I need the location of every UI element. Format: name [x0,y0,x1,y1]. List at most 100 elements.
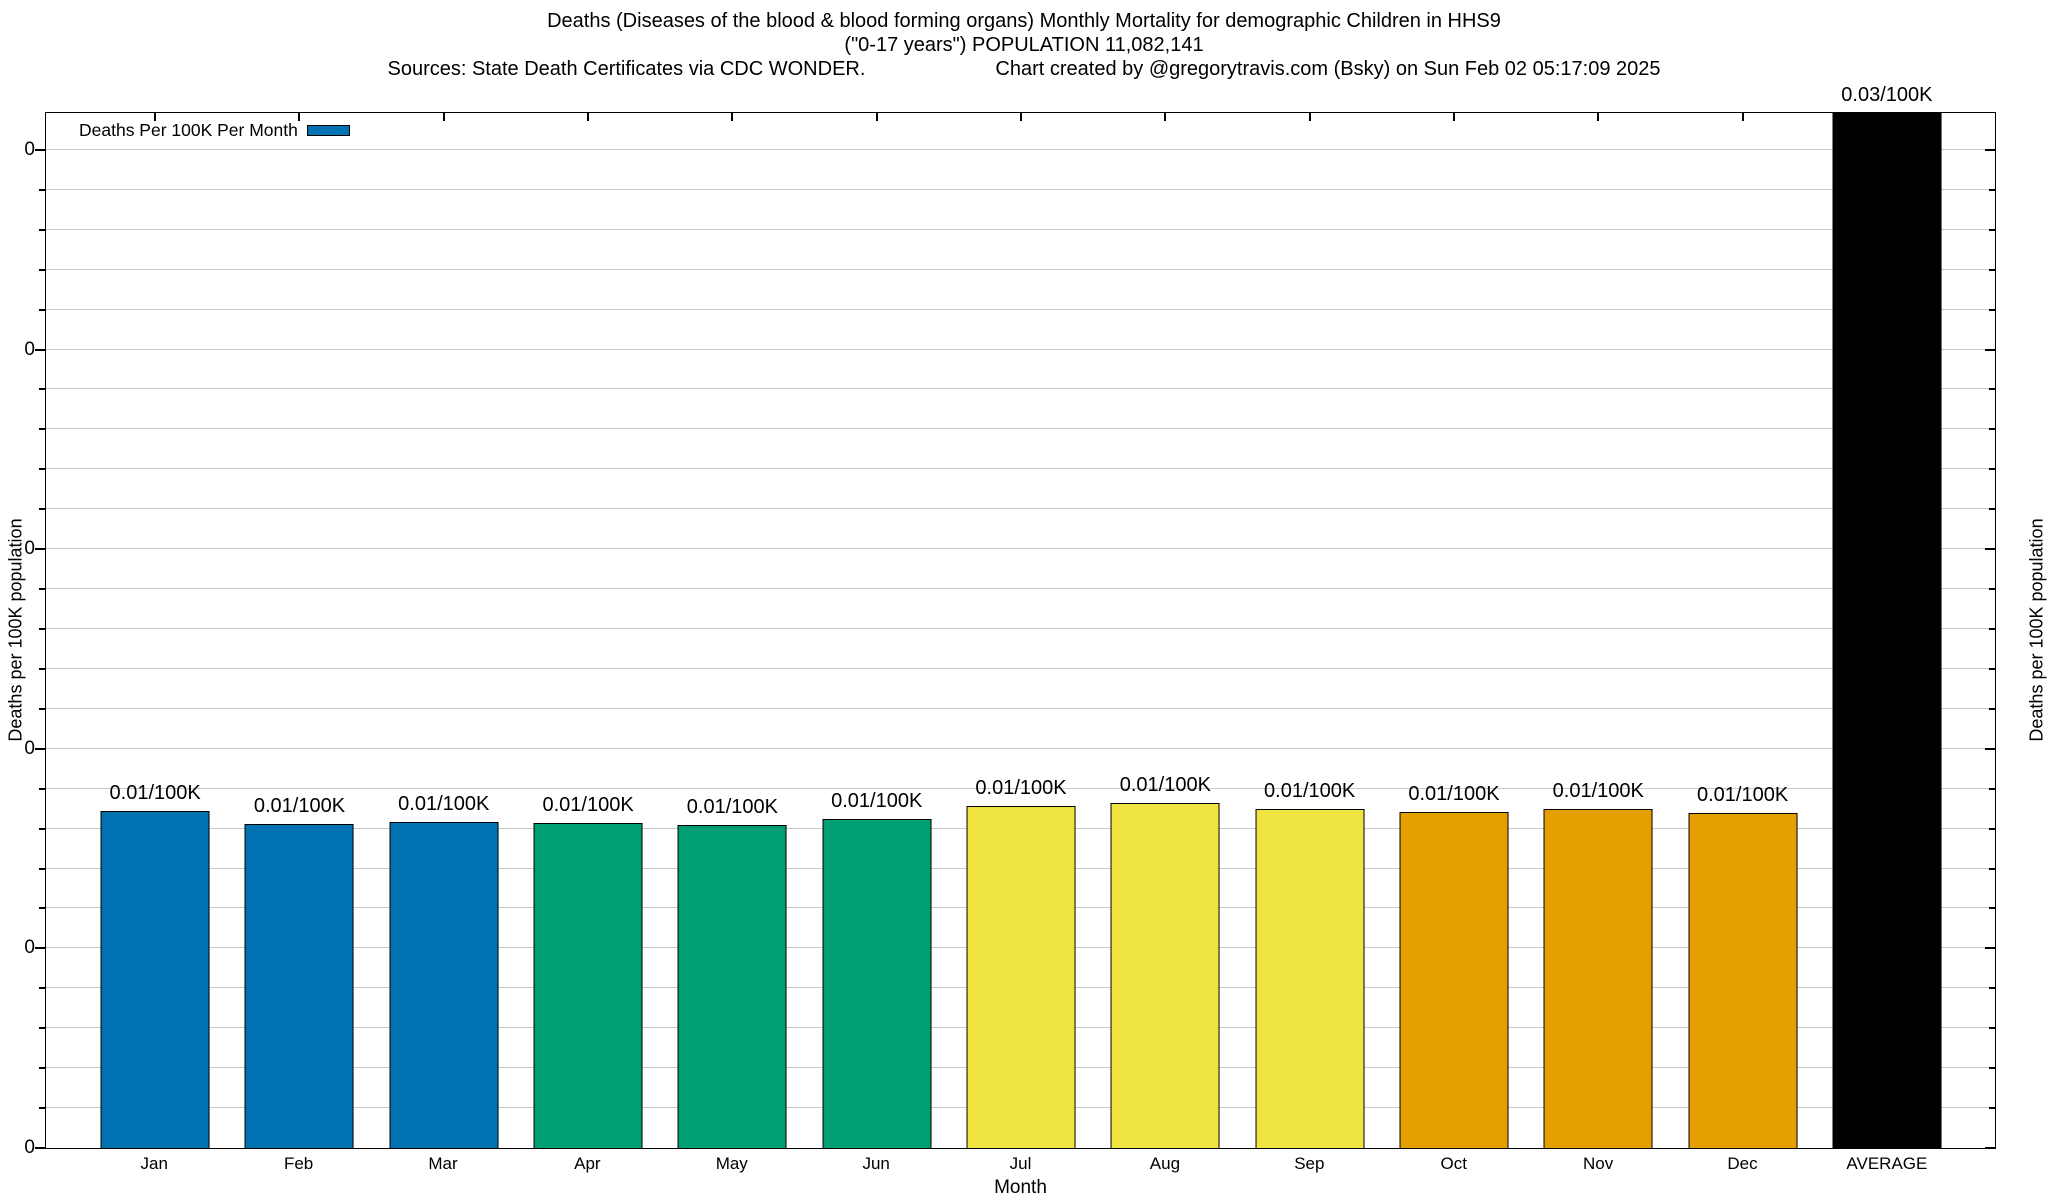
y-axis-tick-left [38,628,45,631]
x-axis-tick-top [1308,113,1311,121]
gridline [46,747,1995,749]
bar-slot-aug: 0.01/100K [1093,113,1237,1148]
gridline [46,667,1995,669]
chart-subtitle-row: Sources: State Death Certificates via CD… [0,58,2048,80]
y-axis-tick-right [1989,907,1995,910]
gridline [46,707,1995,709]
bar-value-label: 0.01/100K [1408,782,1500,805]
y-axis-tick-right [1989,827,1995,830]
bar-average [1832,113,1942,1148]
bar-value-label: 0.03/100K [1841,84,1933,106]
x-tick-labels: Jan Feb Mar Apr May Jun Jul Aug Sep Oct Nov Dec AVER… [82,1155,1959,1173]
x-axis-tick-top [442,113,445,121]
bar-value-label: 0.01/100K [1264,779,1356,802]
y-axis-tick-left [38,268,45,271]
x-axis-tick-top [1164,113,1167,121]
y-axis-tick-right [1985,1147,1995,1149]
y-axis-tick-left [38,667,45,670]
bar-value-label: 0.01/100K [253,794,346,817]
bar-slot-jul: 0.01/100K [949,113,1093,1148]
bar-nov [1543,808,1653,1148]
bar-value-label: 0.01/100K [1696,783,1789,806]
y-axis-tick-right [1989,667,1995,670]
x-tick-label-dec: Dec [1727,1154,1758,1173]
bar-jun [822,818,932,1148]
y-axis-tick-right [1989,1067,1995,1070]
y-tick-label: 0 [24,737,35,759]
bar-slot-feb: 0.01/100K [227,113,371,1148]
y-axis-tick-left [38,508,45,511]
y-axis-tick-left [38,867,45,870]
x-axis-tick-top [1741,113,1744,121]
y-axis-tick-left [38,428,45,431]
bar-slot-mar: 0.01/100K [372,113,516,1148]
y-axis-tick-left [38,1067,45,1070]
bar-value-label: 0.01/100K [1119,773,1211,796]
x-axis-tick-top [1020,113,1023,121]
gridline [46,348,1995,350]
y-axis-tick-left [38,1107,45,1110]
x-axis-tick-top [587,113,590,121]
gridline [46,628,1995,630]
credit-text: Chart created by @gregorytravis.com (Bsk… [995,58,1661,80]
bar-jul [966,805,1076,1148]
gridline [46,588,1995,590]
gridline [46,148,1995,150]
y-axis-tick-left [38,588,45,591]
x-tick-label-sep: Sep [1294,1154,1325,1173]
y-axis-tick-right [1989,787,1995,790]
gridline [46,787,1995,789]
bars-layer: 0.01/100K 0.01/100K 0.01/100K 0.01/100K 0.01… [83,85,1959,1148]
bar-feb [244,823,354,1148]
gridline [46,228,1995,230]
y-axis-tick-right [1985,148,1995,151]
bar-aug [1110,802,1220,1148]
y-axis-tick-right [1989,628,1995,631]
bar-may [677,824,787,1148]
y-axis-tick-right [1989,388,1995,391]
bar-dec [1688,812,1798,1148]
y-axis-title-left: Deaths per 100K population [5,518,26,742]
bar-slot-nov: 0.01/100K [1526,113,1670,1148]
y-axis-tick-left [38,188,45,191]
bar-slot-average: 0.03/100K [1815,85,1959,1148]
y-axis-tick-left [34,348,45,351]
y-axis-tick-right [1989,1107,1995,1110]
gridline [46,268,1995,270]
x-tick-label-apr: Apr [574,1154,601,1173]
gridline [46,388,1995,390]
gridline [46,428,1995,430]
bar-mar [389,821,499,1148]
y-axis-tick-right [1989,468,1995,471]
y-axis-tick-right [1989,987,1995,990]
bar-sep [1255,808,1365,1148]
y-axis-tick-right [1985,747,1995,750]
legend: Deaths Per 100K Per Month [79,120,350,141]
y-axis-tick-left [38,987,45,990]
gridline [46,188,1995,190]
y-axis-tick-right [1989,1027,1995,1030]
y-axis-tick-left [38,228,45,231]
bar-value-label: 0.01/100K [975,776,1067,799]
bar-slot-jan: 0.01/100K [83,113,227,1148]
gridline [46,548,1995,550]
x-axis-tick-top [1452,113,1455,121]
legend-label: Deaths Per 100K Per Month [79,120,298,140]
y-axis-tick-left [38,308,45,311]
bar-slot-dec: 0.01/100K [1670,113,1814,1148]
bar-value-label: 0.01/100K [398,792,490,815]
bar-jan [100,810,210,1148]
bar-value-label: 0.01/100K [1552,779,1644,802]
y-axis-tick-left [38,707,45,710]
y-axis-tick-left [38,907,45,910]
y-axis-tick-left [38,827,45,830]
y-tick-label: 0 [24,138,35,160]
bar-slot-oct: 0.01/100K [1382,113,1526,1148]
x-axis-tick-top [875,113,878,121]
y-axis-tick-left [34,548,45,551]
x-axis-tick-top [298,113,301,121]
bar-value-label: 0.01/100K [109,781,201,804]
x-axis-title: Month [994,1177,1047,1198]
x-tick-label-mar: Mar [428,1154,458,1173]
gridline [46,468,1995,470]
